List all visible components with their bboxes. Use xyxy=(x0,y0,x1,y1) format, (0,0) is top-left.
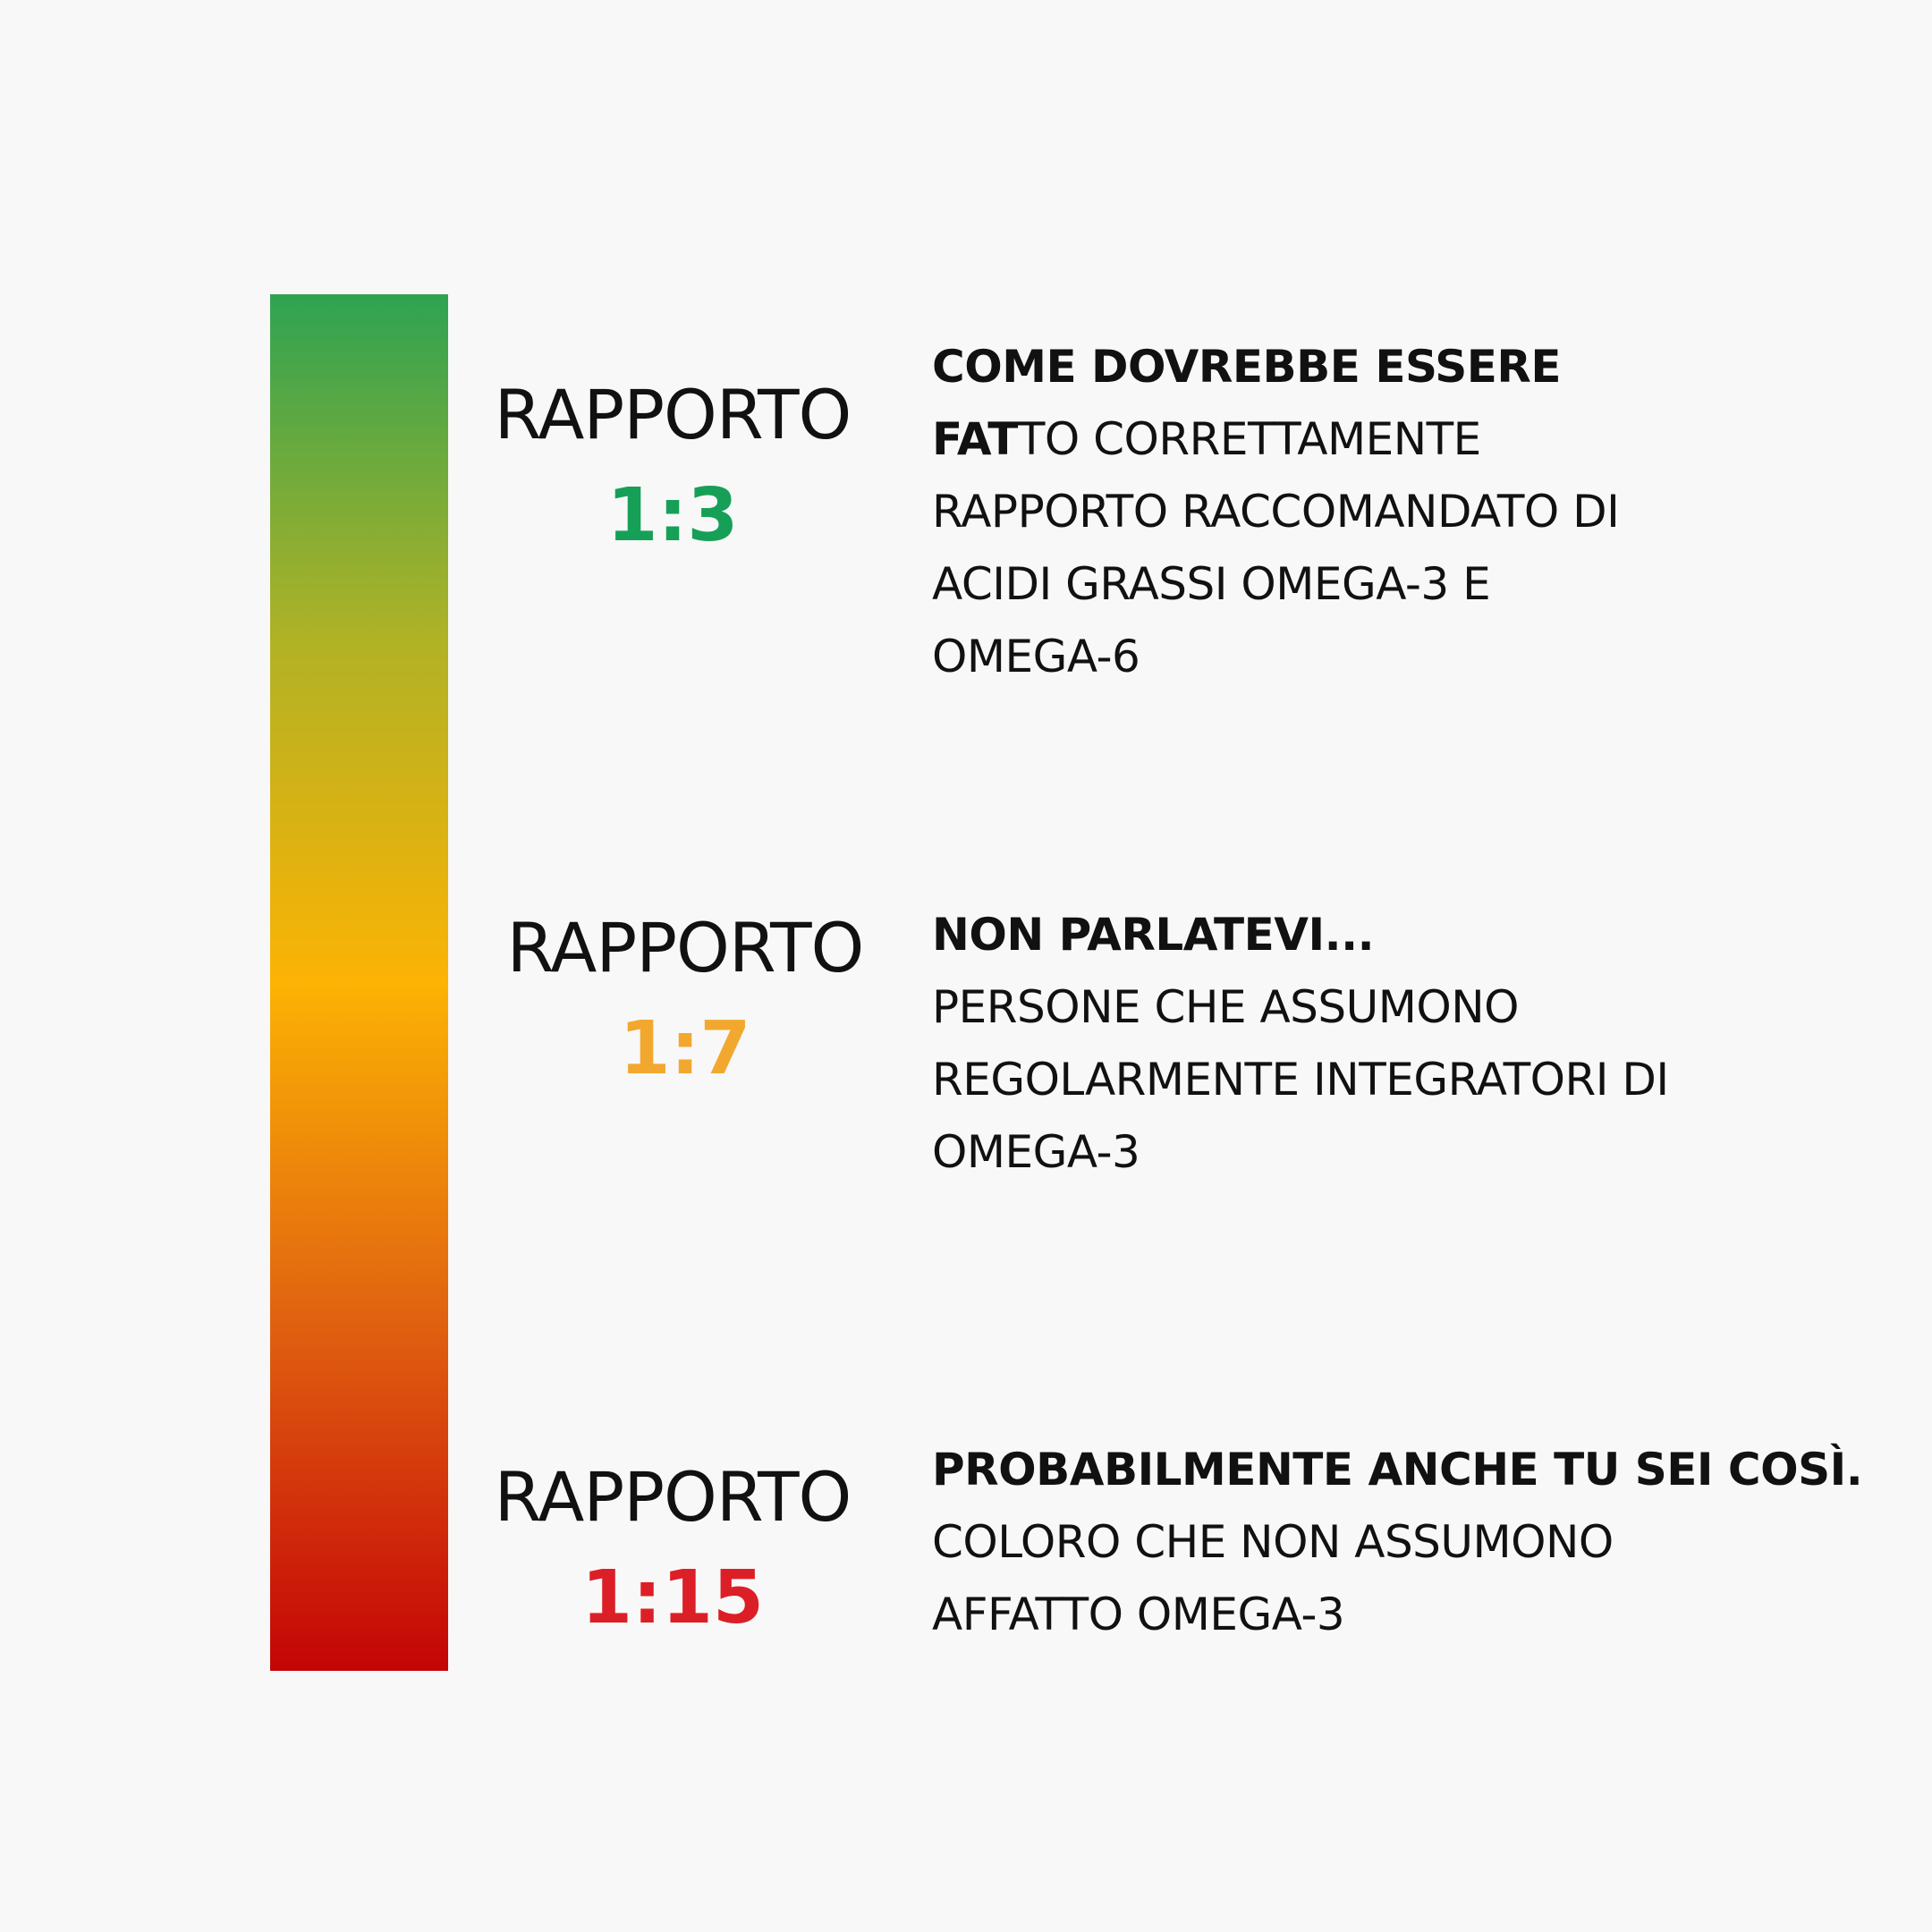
ratio-label: RAPPORTO xyxy=(506,908,865,987)
ratio-label: RAPPORTO xyxy=(494,1457,852,1537)
description-1-3: COME DOVREBBE ESSERE FATTO CORRETTAMENTE… xyxy=(932,331,1916,693)
description-line: COME DOVREBBE ESSERE xyxy=(932,341,1562,393)
description-line: OMEGA-6 xyxy=(932,631,1140,682)
description-line: NON PARLATEVI... xyxy=(932,909,1375,961)
ratio-gradient-bar xyxy=(270,294,448,1671)
description-line: ACIDI GRASSI OMEGA-3 E xyxy=(932,558,1491,610)
description-line: PROBABILMENTE ANCHE TU SEI COSÌ. xyxy=(932,1444,1863,1496)
description-line: REGOLARMENTE INTEGRATORI DI xyxy=(932,1054,1669,1106)
description-line: RAPPORTO RACCOMANDATO DI xyxy=(932,486,1620,538)
description-line: FATTO CORRETTAMENTE xyxy=(932,413,1481,465)
ratio-block-1-3: RAPPORTO 1:3 xyxy=(476,370,869,565)
ratio-block-1-7: RAPPORTO 1:7 xyxy=(488,903,882,1098)
ratio-block-1-15: RAPPORTO 1:15 xyxy=(476,1453,869,1648)
description-1-15: PROBABILMENTE ANCHE TU SEI COSÌ. COLORO … xyxy=(932,1434,1916,1651)
description-1-7: NON PARLATEVI... PERSONE CHE ASSUMONO RE… xyxy=(932,899,1916,1189)
description-line: OMEGA-3 xyxy=(932,1126,1140,1178)
description-line: AFFATTO OMEGA-3 xyxy=(932,1589,1345,1640)
ratio-value: 1:15 xyxy=(581,1555,764,1640)
description-line: PERSONE CHE ASSUMONO xyxy=(932,981,1520,1033)
description-line: COLORO CHE NON ASSUMONO xyxy=(932,1516,1614,1568)
ratio-value: 1:3 xyxy=(606,473,739,558)
ratio-label: RAPPORTO xyxy=(494,375,852,454)
ratio-value: 1:7 xyxy=(619,1006,751,1091)
